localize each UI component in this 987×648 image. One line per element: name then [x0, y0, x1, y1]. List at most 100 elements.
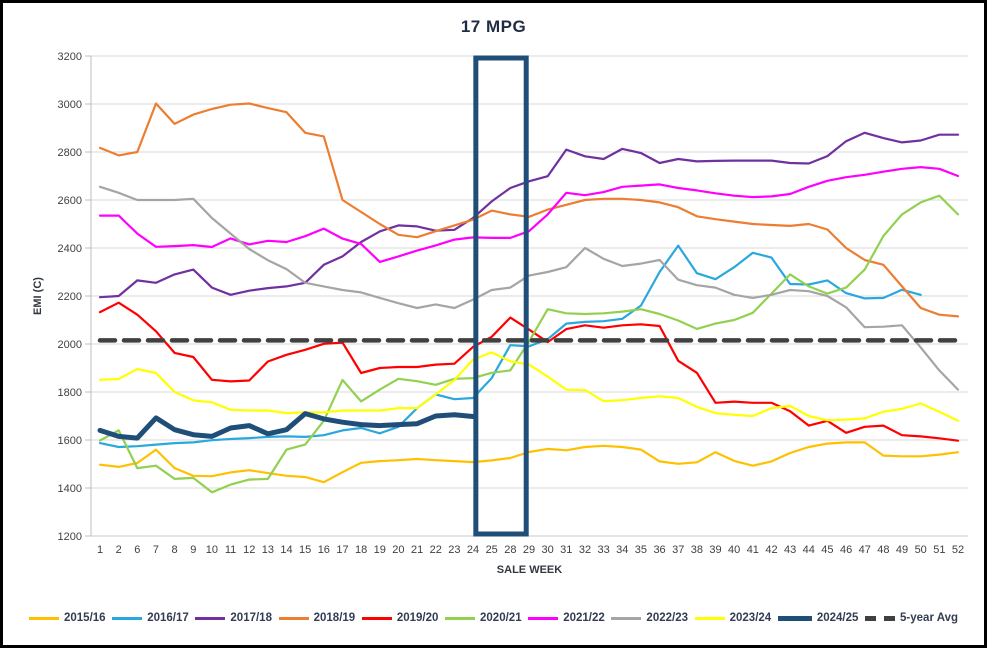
- series-line-2024-25: [97, 411, 476, 441]
- series-line-2023-24: [98, 351, 960, 422]
- svg-text:14: 14: [280, 544, 292, 556]
- chart-legend: 2015/16 2016/17 2017/18 2018/19 2019/20 2020/…: [3, 600, 984, 636]
- svg-text:2600: 2600: [58, 195, 82, 207]
- legend-marker-2019-20: [361, 616, 392, 620]
- legend-item-2015-16: 2015/16: [29, 612, 106, 624]
- legend-label-2017-18: 2017/18: [230, 612, 272, 624]
- x-axis-title: SALE WEEK: [497, 564, 562, 576]
- svg-text:15: 15: [299, 544, 311, 556]
- svg-text:2000: 2000: [58, 339, 82, 351]
- legend-marker-2024-25: [777, 615, 812, 621]
- svg-text:20: 20: [392, 544, 404, 556]
- svg-text:34: 34: [616, 544, 628, 556]
- svg-text:1600: 1600: [58, 435, 82, 447]
- legend-label-2021-22: 2021/22: [563, 612, 605, 624]
- chart-title: 17 MPG: [460, 17, 527, 36]
- svg-text:9: 9: [190, 544, 196, 556]
- legend-marker-2022-23: [611, 616, 642, 620]
- legend-marker-2016-17: [112, 616, 143, 620]
- legend-marker-5-year-avg: [865, 615, 896, 621]
- svg-text:2800: 2800: [58, 147, 82, 159]
- series-line-2021-22: [98, 166, 960, 263]
- legend-marker-2015-16: [29, 616, 59, 620]
- legend-label-2024-25: 2024/25: [816, 612, 859, 624]
- legend-item-2017-18: 2017/18: [195, 612, 272, 624]
- legend-label-2023-24: 2023/24: [729, 612, 772, 624]
- svg-text:36: 36: [653, 544, 665, 556]
- legend-marker-2023-24: [694, 616, 725, 620]
- svg-text:29: 29: [523, 544, 535, 556]
- svg-text:16: 16: [318, 544, 330, 556]
- svg-text:10: 10: [206, 544, 218, 556]
- svg-text:35: 35: [635, 544, 647, 556]
- svg-text:2: 2: [116, 544, 122, 556]
- legend-label-2022-23: 2022/23: [646, 612, 688, 624]
- svg-text:11: 11: [225, 544, 236, 556]
- legend-item-2021-22: 2021/22: [528, 612, 605, 624]
- legend-item-2018-19: 2018/19: [278, 612, 356, 624]
- svg-text:6: 6: [134, 544, 140, 556]
- svg-text:42: 42: [765, 544, 777, 556]
- legend-marker-2020-21: [445, 616, 476, 620]
- svg-text:3200: 3200: [58, 51, 82, 63]
- svg-text:52: 52: [952, 544, 964, 556]
- legend-item-2024-25: 2024/25: [777, 612, 859, 624]
- svg-text:24: 24: [467, 544, 479, 556]
- svg-text:22: 22: [430, 544, 442, 556]
- series-line-2017-18: [98, 131, 960, 299]
- svg-text:13: 13: [262, 544, 274, 556]
- svg-text:40: 40: [728, 544, 740, 556]
- svg-text:3000: 3000: [58, 99, 82, 111]
- svg-text:23: 23: [448, 544, 460, 556]
- svg-text:50: 50: [915, 544, 927, 556]
- svg-text:1400: 1400: [58, 483, 82, 495]
- svg-text:39: 39: [709, 544, 721, 556]
- svg-text:18: 18: [355, 544, 367, 556]
- series-line-2022-23: [98, 185, 960, 391]
- svg-text:48: 48: [877, 544, 889, 556]
- svg-text:43: 43: [784, 544, 796, 556]
- legend-item-2020-21: 2020/21: [445, 612, 522, 624]
- svg-text:17: 17: [336, 544, 348, 556]
- svg-text:44: 44: [803, 544, 815, 556]
- svg-text:49: 49: [896, 544, 908, 556]
- svg-text:37: 37: [672, 544, 684, 556]
- legend-label-2015-16: 2015/16: [64, 612, 106, 624]
- svg-text:31: 31: [560, 544, 572, 556]
- legend-label-2016-17: 2016/17: [147, 612, 189, 624]
- svg-text:30: 30: [542, 544, 554, 556]
- svg-text:2400: 2400: [58, 243, 82, 255]
- line-chart-plot: 1200 1400 1600 1800 2000 2200 2400 2600 2800 3000…: [32, 51, 968, 576]
- svg-text:2200: 2200: [58, 291, 82, 303]
- y-axis-title: EMI (C): [32, 277, 44, 315]
- svg-text:25: 25: [486, 544, 498, 556]
- legend-label-2018-19: 2018/19: [313, 612, 356, 624]
- series-line-2019-20: [98, 301, 960, 442]
- legend-item-5-year-avg: 5-year Avg: [865, 612, 958, 624]
- svg-text:21: 21: [411, 544, 423, 556]
- legend-marker-2021-22: [528, 616, 559, 620]
- legend-label-2020-21: 2020/21: [480, 612, 522, 624]
- y-axis-tick-labels: 1200 1400 1600 1800 2000 2200 2400 2600 2800 3000…: [58, 51, 82, 543]
- legend-label-2019-20: 2019/20: [396, 612, 439, 624]
- legend-item-2023-24: 2023/24: [694, 612, 772, 624]
- svg-text:8: 8: [172, 544, 178, 556]
- highlight-box: [473, 55, 529, 537]
- svg-text:46: 46: [840, 544, 852, 556]
- svg-text:41: 41: [747, 544, 759, 556]
- svg-text:1800: 1800: [58, 387, 82, 399]
- svg-text:32: 32: [579, 544, 591, 556]
- gridlines: [85, 55, 968, 537]
- legend-marker-2018-19: [278, 616, 309, 620]
- legend-marker-2017-18: [195, 616, 226, 620]
- series-line-2018-19: [98, 102, 960, 318]
- x-axis-tick-labels: 1 2 6 7 8 9 10 11 12 13 14 15 16 17 18 19 20 21 22 23 24 25 28…: [97, 544, 964, 556]
- legend-item-2022-23: 2022/23: [611, 612, 688, 624]
- svg-text:45: 45: [821, 544, 833, 556]
- svg-text:47: 47: [859, 544, 871, 556]
- svg-text:38: 38: [691, 544, 703, 556]
- svg-text:1: 1: [97, 544, 103, 556]
- svg-text:1200: 1200: [58, 531, 82, 543]
- legend-label-5-year-avg: 5-year Avg: [900, 612, 958, 624]
